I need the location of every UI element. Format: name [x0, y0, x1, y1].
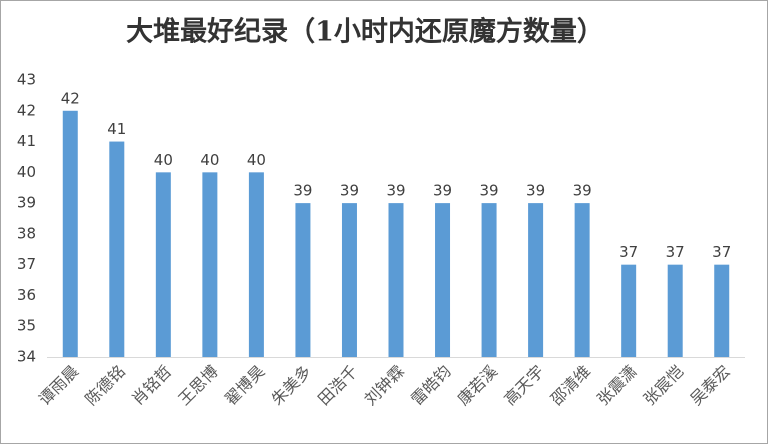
value-label: 42 — [61, 89, 80, 107]
bar — [155, 172, 171, 357]
y-tick-label: 36 — [17, 286, 36, 304]
value-label: 39 — [573, 182, 592, 200]
bar — [621, 264, 637, 357]
bar — [295, 203, 311, 357]
bar — [202, 172, 218, 357]
bar — [481, 203, 497, 357]
bar — [714, 264, 730, 357]
value-label: 37 — [666, 243, 685, 261]
value-label: 37 — [619, 243, 638, 261]
value-label: 39 — [480, 182, 499, 200]
value-label: 41 — [107, 120, 126, 138]
bar — [667, 264, 683, 357]
y-tick-label: 42 — [17, 101, 36, 119]
value-label: 40 — [200, 151, 219, 169]
y-tick-label: 35 — [17, 317, 36, 335]
value-label: 39 — [386, 182, 405, 200]
bar — [248, 172, 264, 357]
y-tick-label: 41 — [17, 132, 36, 150]
value-label: 39 — [526, 182, 545, 200]
y-tick-label: 34 — [17, 348, 36, 366]
bar — [388, 203, 404, 357]
y-tick-label: 37 — [17, 255, 36, 273]
value-label: 39 — [340, 182, 359, 200]
y-tick-label: 40 — [17, 163, 36, 181]
value-label: 40 — [247, 151, 266, 169]
bar — [528, 203, 544, 357]
chart-title: 大堆最好纪录（1小时内还原魔方数量） — [126, 16, 604, 48]
y-tick-label: 39 — [17, 194, 36, 212]
value-label: 40 — [154, 151, 173, 169]
y-tick-label: 38 — [17, 224, 36, 242]
bar — [62, 110, 78, 358]
value-label: 39 — [433, 182, 452, 200]
y-tick-label: 43 — [17, 71, 36, 89]
bar — [109, 141, 125, 357]
bar — [435, 203, 451, 357]
bar — [341, 203, 357, 357]
bar — [574, 203, 590, 357]
value-label: 39 — [293, 182, 312, 200]
value-label: 37 — [712, 243, 731, 261]
